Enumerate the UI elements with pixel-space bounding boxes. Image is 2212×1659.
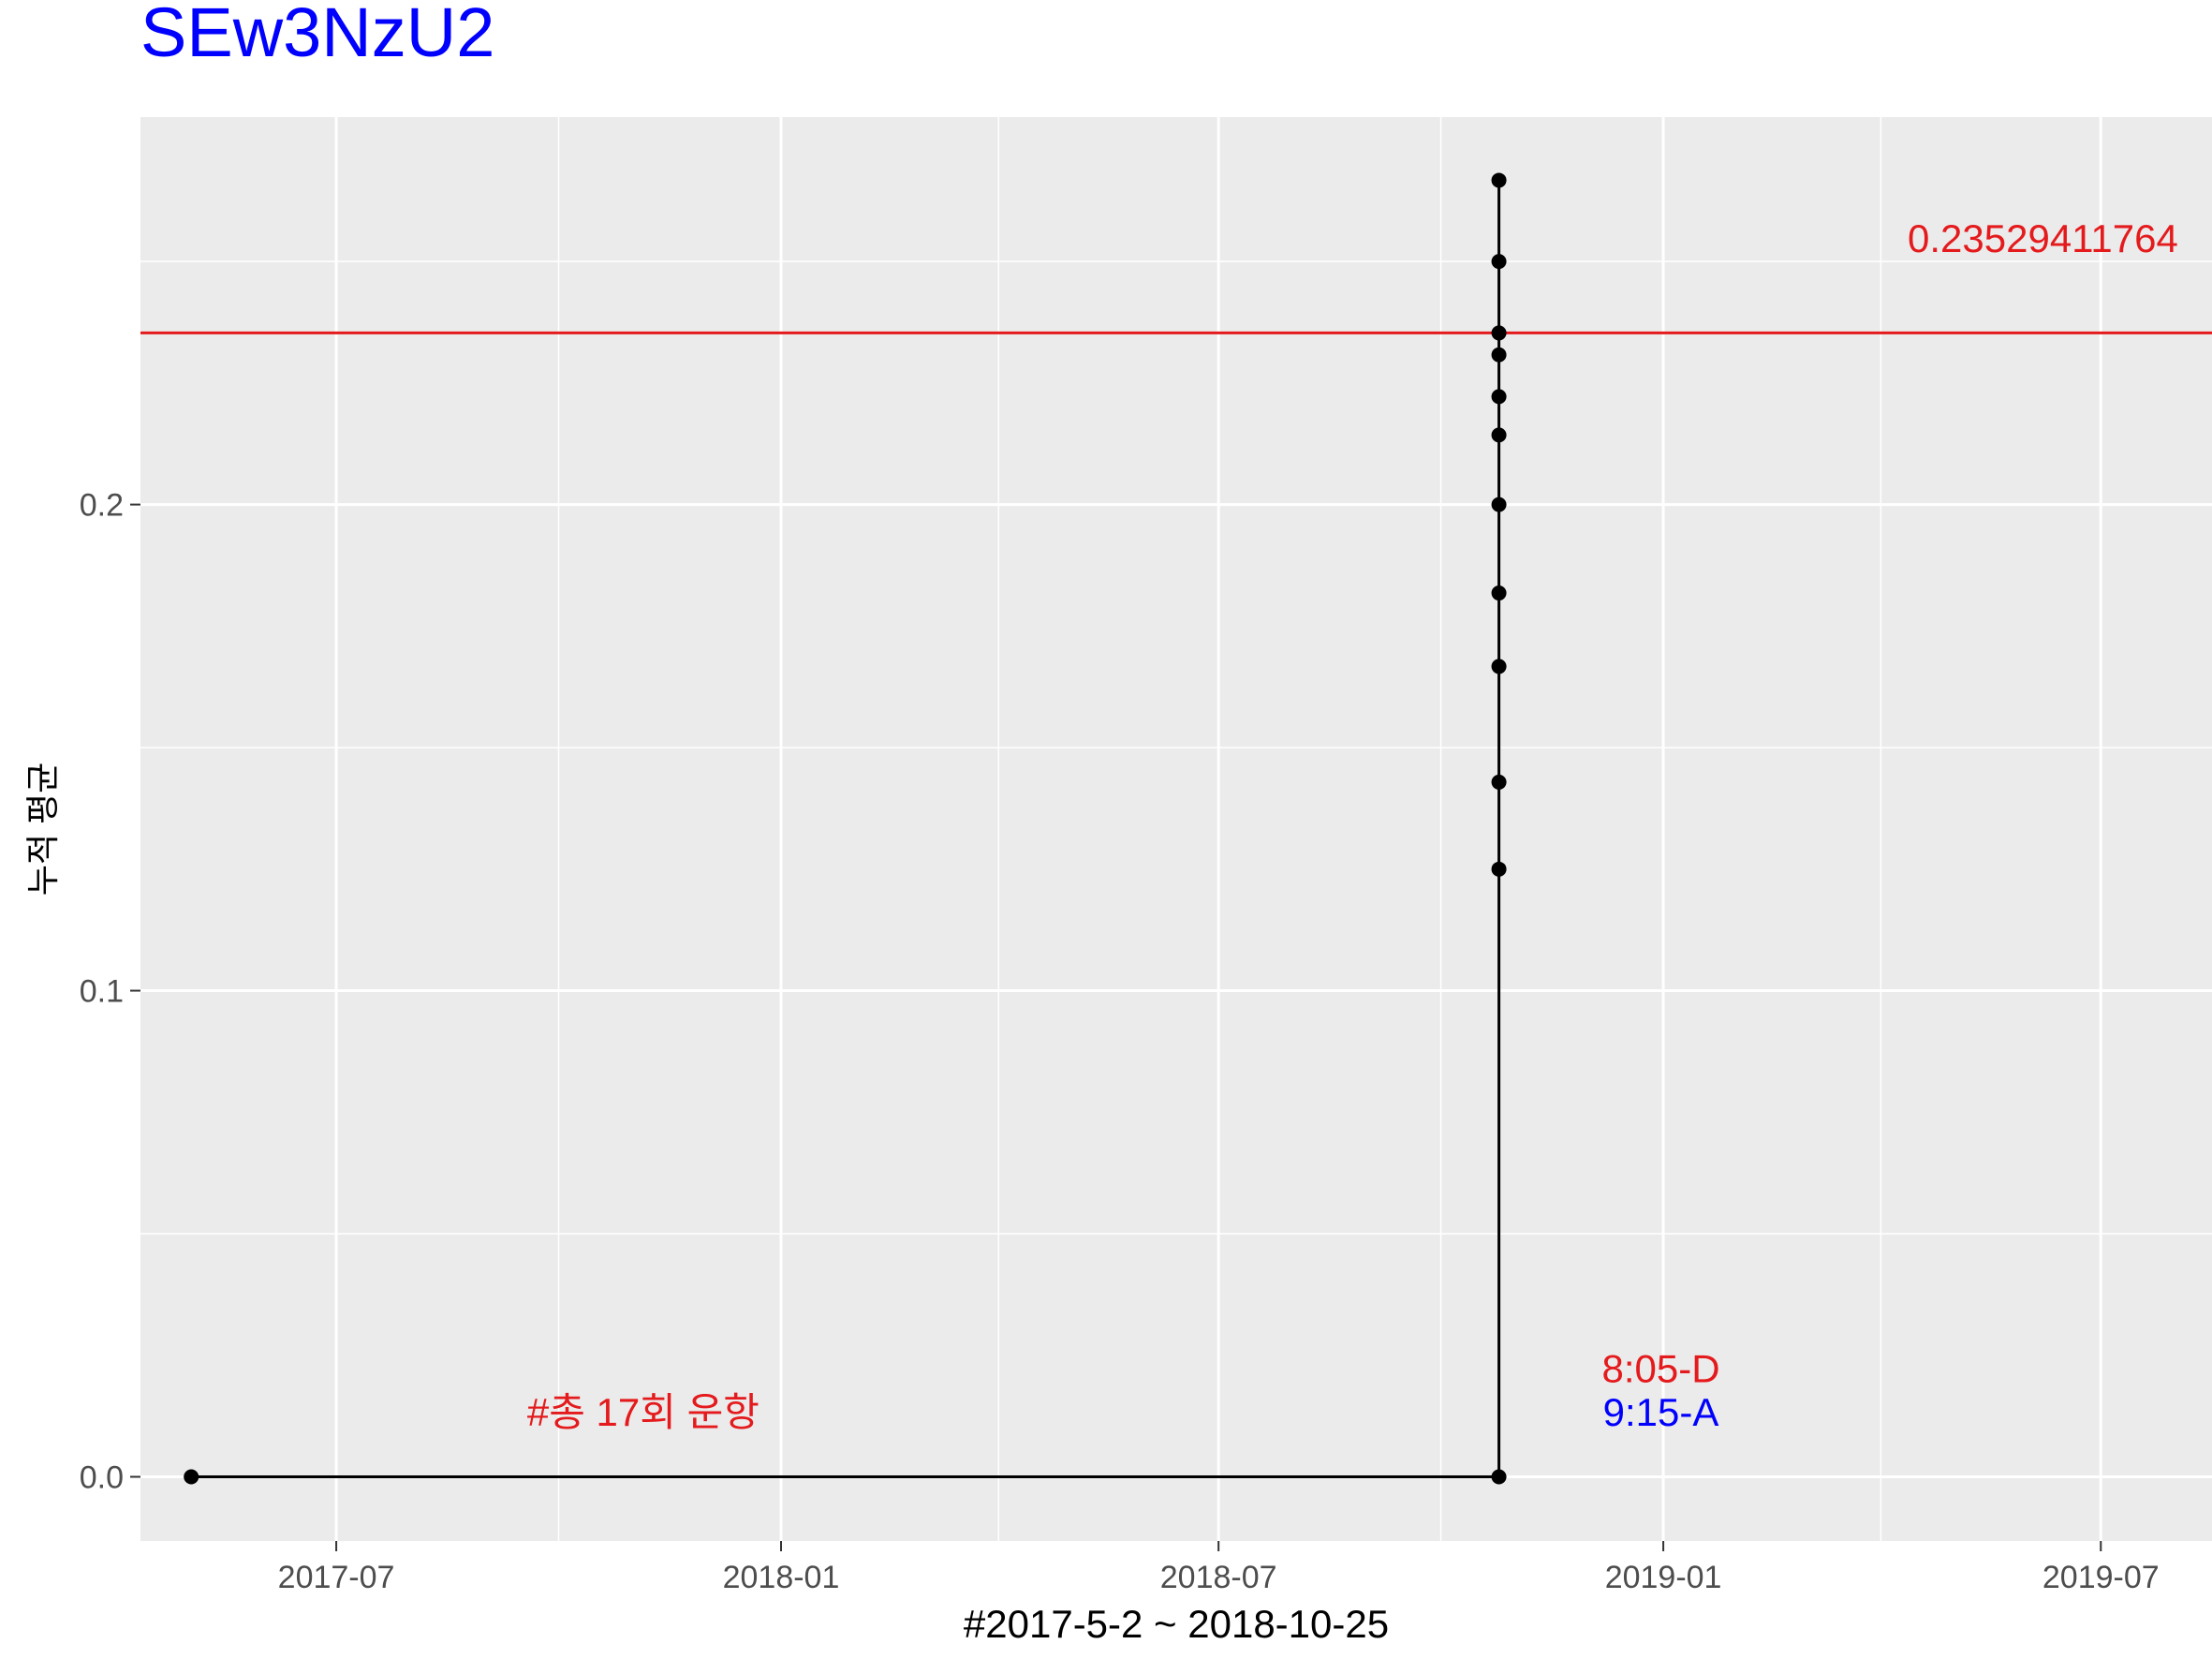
x-tick-label-0: 2017-07 [278,1560,395,1595]
data-point-12 [1491,172,1507,188]
minor-gridlines [115,117,2212,1541]
data-point-5 [1491,585,1507,601]
y-tick-label-2: 0.2 [80,488,124,524]
plot-panel [140,117,2212,1541]
x-axis-label: #2017-5-2 ~ 2018-10-25 [964,1602,1389,1646]
y-axis-ticks: 0.0 0.1 0.2 [80,488,140,1495]
x-tick-label-3: 2019-01 [1605,1560,1722,1595]
annotation-2: 9:15-A [1603,1390,1719,1434]
annotation-0: #총 17회 운항 [527,1390,759,1434]
data-point-4 [1491,659,1507,674]
data-point-10 [1491,325,1507,341]
x-tick-label-4: 2019-07 [2042,1560,2160,1595]
data-point-11 [1491,254,1507,270]
data-points [184,172,1507,1485]
annotations: 0.23529411764 #총 17회 운항 8:05-D9:15-A [527,216,2178,1434]
data-point-2 [1491,861,1507,877]
annotation-1: 8:05-D [1601,1346,1719,1390]
data-point-8 [1491,389,1507,405]
x-tick-label-1: 2018-01 [723,1560,840,1595]
data-point-6 [1491,496,1507,512]
y-tick-label-1: 0.1 [80,974,124,1010]
chart-title: SEw3NzU2 [140,0,494,71]
data-point-0 [184,1469,199,1485]
x-tick-label-2: 2018-07 [1160,1560,1277,1595]
data-point-3 [1491,774,1507,790]
data-point-9 [1491,347,1507,363]
x-axis-ticks: 2017-07 2018-01 2018-07 2019-01 2019-07 [278,1541,2160,1595]
data-point-1 [1491,1469,1507,1485]
y-axis-label: 누적 평균 [23,763,62,896]
data-point-7 [1491,427,1507,443]
y-tick-label-0: 0.0 [80,1459,124,1495]
mean-value-label: 0.23529411764 [1908,216,2178,260]
